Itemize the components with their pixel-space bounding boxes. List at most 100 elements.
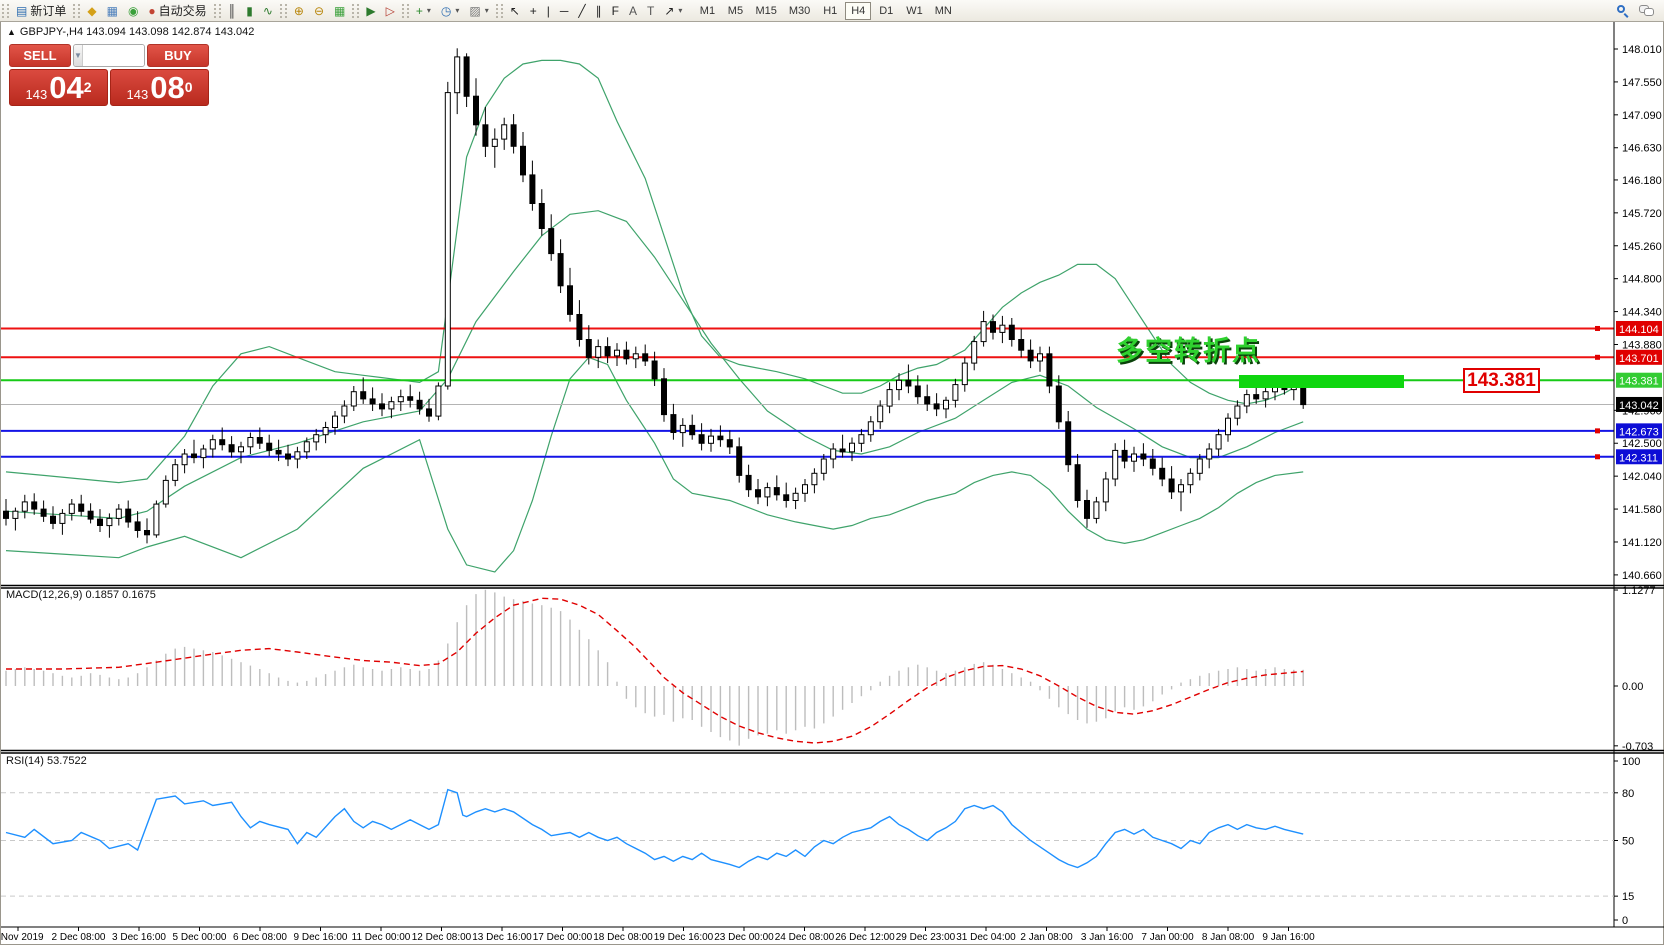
sell-price-tile[interactable]: 143 04 2 [9,69,108,106]
time-axis[interactable]: 9 Nov 2019 2 Dec 08:00 3 Dec 16:00 5 Dec 00… [1,926,1664,943]
volume-decrease-button[interactable]: ▼ [74,45,83,66]
candle-body [200,448,207,459]
timeframe-m1-button[interactable]: M1 [694,2,720,20]
candle-body [567,285,573,315]
price-tick-label: 145.260 [1622,241,1662,253]
community-chat-icon[interactable] [1639,5,1654,16]
candle-body [482,124,489,147]
time-tick-label: 7 Jan 00:00 [1141,932,1194,943]
candle-body [538,203,545,229]
chevron-down-icon: ▾ [484,6,489,15]
macd-signal-line [6,597,1304,744]
timeframe-h4-button[interactable]: H4 [845,1,872,20]
navigator-button[interactable]: ◉ [123,1,143,21]
rsi-tick-label: 50 [1622,836,1634,848]
market-watch-icon: ◆ [87,3,97,18]
cursor-button[interactable]: ↖ [505,1,525,21]
chart-canvas[interactable]: 148.010 147.550 147.090 146.630 146.180 145.7… [1,22,1664,945]
sell-price-sup: 2 [83,79,92,95]
bollinger-bands [5,59,1304,573]
time-tick-label: 13 Dec 16:00 [472,932,532,943]
candle-body [125,508,132,523]
candle-body [510,124,517,147]
bar-chart-button[interactable]: ║ [223,1,242,21]
panel-dividers[interactable] [1,584,1664,754]
volume-input[interactable] [82,45,144,66]
candle-body [1084,500,1090,519]
equidistant-channel-button[interactable]: ∥ [591,1,607,21]
tile-windows-button[interactable]: ▦ [329,1,350,21]
text-label-button[interactable]: T [642,1,659,21]
search-icon[interactable] [1617,4,1629,18]
zoom-in-button[interactable]: ⊕ [289,1,309,21]
main-toolbar: ▤ 新订单 ◆ ▦ ◉ ● 自动交易 ║ ▮ ∿ ⊕ ⊖ ▦ ▶ ▷ + ▾ ◷ ▾ ▨ ▾ ↖ + | ─ ╱ ∥ F A T ↗ ▾ M1… [0,0,1664,22]
candle-body [144,530,150,536]
horizontal-line-button[interactable]: ─ [555,1,574,21]
buy-button[interactable]: BUY [147,44,209,67]
horizontal-lines[interactable] [1,325,1614,460]
timeframe-h1-button[interactable]: H1 [817,2,843,20]
chart-window[interactable]: 148.010 147.550 147.090 146.630 146.180 145.7… [0,22,1664,945]
line-chart-button[interactable]: ∿ [258,1,278,21]
new-order-button[interactable]: ▤ 新订单 [11,1,71,21]
candle-body [435,385,442,417]
vertical-line-button[interactable]: | [542,1,555,21]
price-axis[interactable]: 148.010 147.550 147.090 146.630 146.180 145.7… [1613,22,1662,927]
data-window-button[interactable]: ▦ [102,1,123,21]
price-level-box[interactable]: 143.381 [1463,368,1540,393]
hline-handle[interactable] [1595,454,1600,460]
price-badge-label: 143.701 [1619,353,1659,365]
candle-body [623,349,630,360]
text-button[interactable]: A [624,1,642,21]
templates-button[interactable]: ▨ ▾ [464,1,493,21]
crosshair-button[interactable]: + [525,1,542,21]
fibonacci-button[interactable]: F [607,1,624,21]
time-tick-label: 12 Dec 08:00 [412,932,472,943]
candle-body [933,403,940,410]
chevron-down-icon: ▾ [455,6,460,15]
candle-body [1140,453,1147,460]
timeframe-w1-button[interactable]: W1 [901,2,928,20]
candle-body [1055,385,1062,423]
timeframe-m30-button[interactable]: M30 [784,2,815,20]
candle-body [679,424,686,434]
sell-button[interactable]: SELL [9,44,71,67]
timeframe-d1-button[interactable]: D1 [873,2,899,20]
chart-shift-button[interactable]: ▷ [381,1,400,21]
auto-scroll-icon: ▶ [366,3,376,18]
timeframe-m5-button[interactable]: M5 [722,2,748,20]
hline-handle[interactable] [1595,354,1600,360]
hline-handle[interactable] [1595,428,1600,434]
price-tick-label: 141.580 [1622,504,1662,516]
candle-chart-button[interactable]: ▮ [241,1,258,21]
bb-lower [5,356,1304,573]
timeframe-m15-button[interactable]: M15 [750,2,781,20]
buy-price-tile[interactable]: 143 08 0 [110,69,209,106]
price-tick-label: 147.090 [1622,110,1662,122]
navigator-icon: ◉ [127,3,139,18]
candle-body [360,391,367,400]
trendline-button[interactable]: ╱ [573,1,590,21]
periods-button[interactable]: ◷ ▾ [436,1,465,21]
arrows-button[interactable]: ↗ ▾ [659,1,687,21]
support-zone-bar[interactable] [1239,375,1404,388]
cursor-icon: ↖ [509,3,520,18]
candle-body [1253,394,1260,400]
fibonacci-icon: F [611,3,619,18]
candle-body [31,501,38,510]
auto-scroll-button[interactable]: ▶ [361,1,380,21]
candle-body [209,439,216,450]
market-watch-button[interactable]: ◆ [82,1,101,21]
candle-body [172,464,179,481]
candle-body [961,362,968,386]
timeframe-mn-button[interactable]: MN [930,2,957,20]
tile-windows-icon: ▦ [334,3,346,18]
hline-handle[interactable] [1595,325,1600,331]
turning-point-annotation[interactable]: 多空转折点 [1116,336,1261,366]
add-indicator-button[interactable]: + ▾ [411,1,436,21]
autotrading-button[interactable]: ● 自动交易 [143,1,211,21]
zoom-out-button[interactable]: ⊖ [309,1,329,21]
time-tick-label: 6 Dec 08:00 [233,932,287,943]
toolbar-grip [279,3,287,18]
candle-body [614,349,620,357]
